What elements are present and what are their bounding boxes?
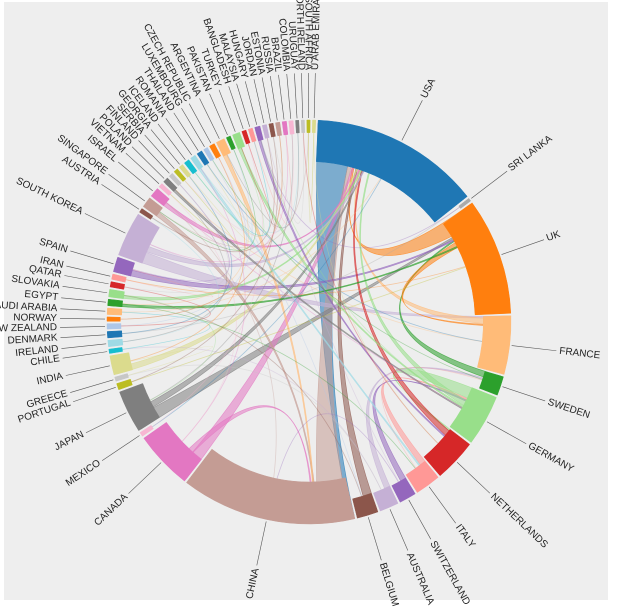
label-norway: NORWAY (13, 312, 57, 324)
arc-uruguay (296, 120, 300, 133)
arc-south-africa (307, 120, 310, 133)
label-new-zealand: NEW ZEALAND (0, 322, 57, 335)
arc-north-ireland (301, 120, 305, 133)
arc-norway (107, 317, 120, 321)
arc-denmark (107, 331, 122, 338)
arc-u-arab-emirates (312, 120, 315, 133)
arc-new-zealand (107, 324, 121, 330)
arc-egypt (108, 299, 123, 307)
arc-saudi-arabia (107, 308, 122, 315)
